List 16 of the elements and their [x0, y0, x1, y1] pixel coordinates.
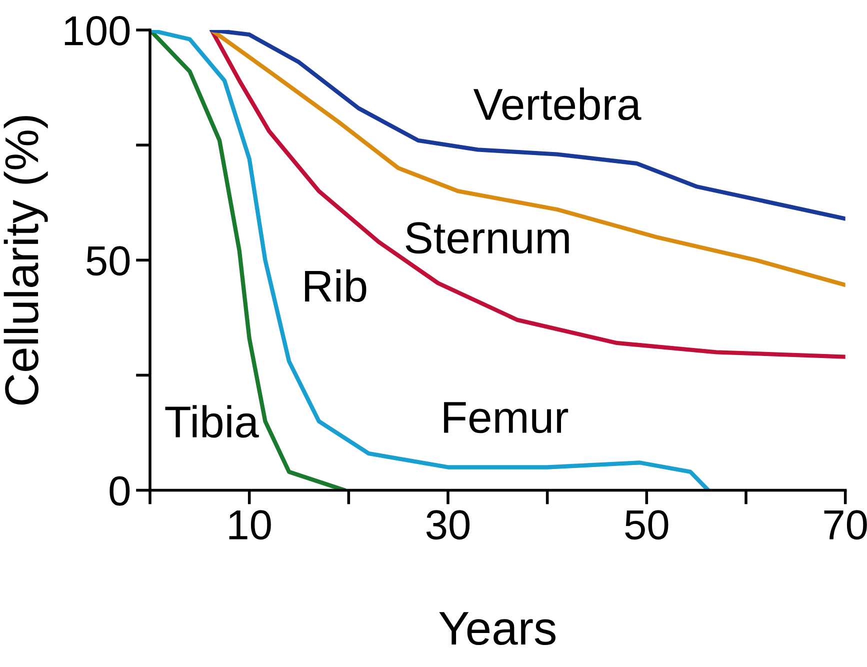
x-tick-label: 50: [625, 510, 668, 540]
x-tick-label: 70: [824, 510, 867, 540]
y-tick-label: 100: [64, 16, 130, 46]
series-label: Rib: [305, 269, 366, 302]
series-label: Femur: [444, 402, 568, 434]
line-series: [209, 30, 846, 359]
x-axis-title: Years: [439, 612, 556, 646]
x-tick-label: 30: [426, 510, 470, 540]
x-tick-label: 10: [229, 510, 271, 540]
y-axis-title: Cellularity (%): [4, 116, 48, 405]
series-label: Tibia: [165, 405, 259, 438]
series-label: Sternum: [406, 222, 569, 254]
series-label: Vertebra: [473, 88, 642, 120]
y-tick-label: 0: [110, 476, 130, 506]
y-tick-label: 50: [86, 246, 130, 276]
line-series: [209, 30, 846, 221]
